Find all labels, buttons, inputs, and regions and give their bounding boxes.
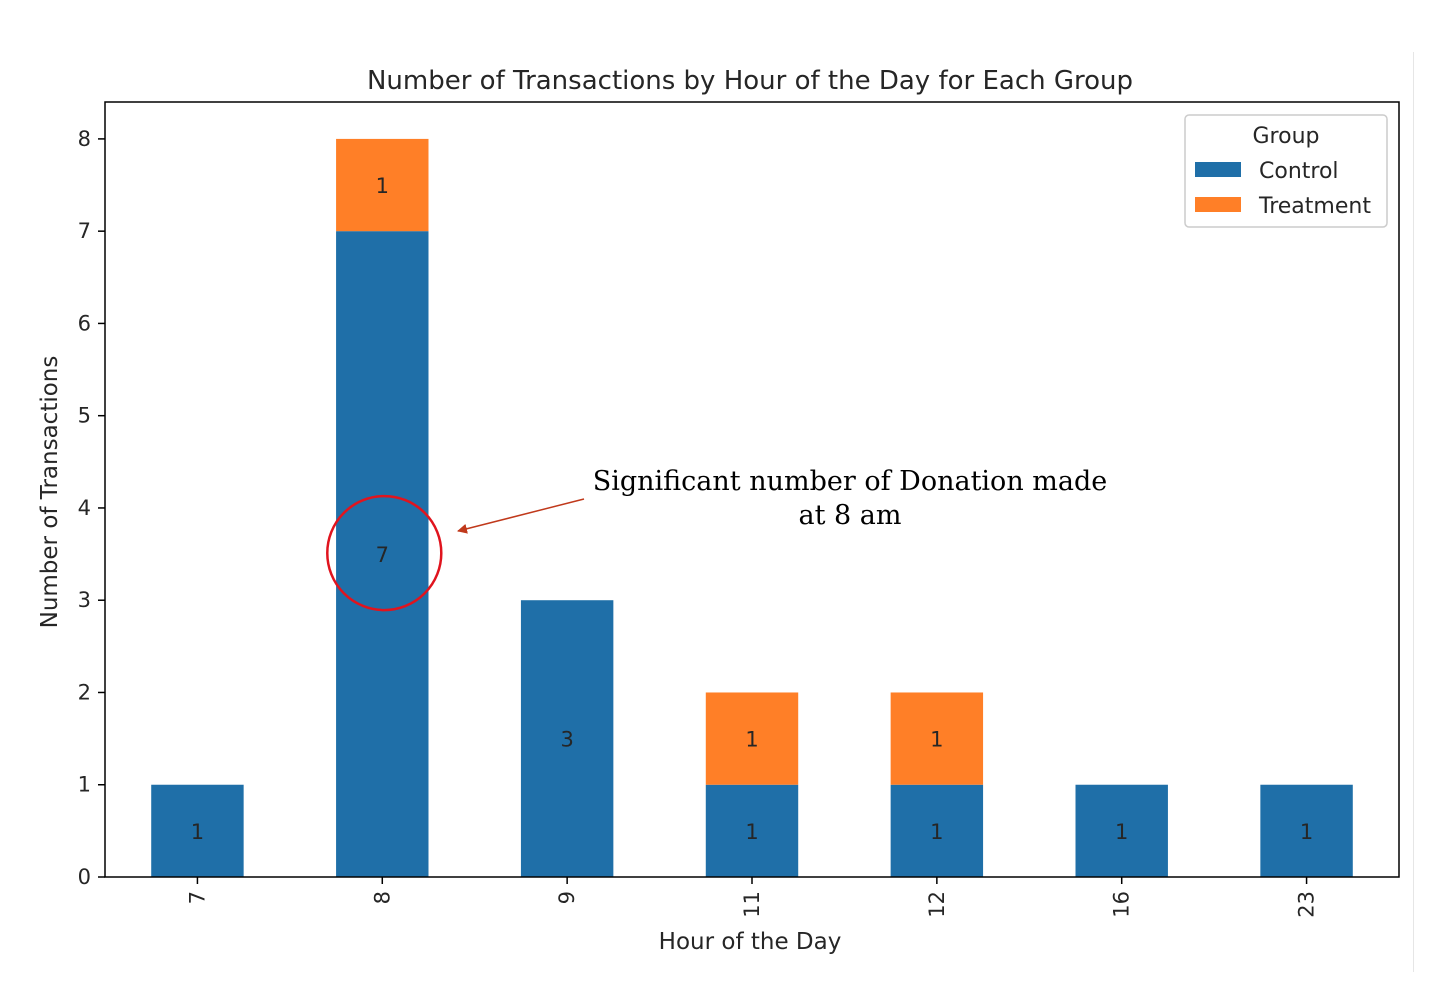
legend-swatch-treatment: [1195, 197, 1241, 212]
legend-swatch-control: [1195, 162, 1241, 177]
legend-label-control: Control: [1259, 159, 1339, 184]
x-tick-label-11: 11: [740, 891, 764, 918]
annotation-line-1: Significant number of Donation made: [592, 466, 1108, 497]
highlight-circle: [326, 494, 443, 612]
annotation-text: Significant number of Donation made at 8…: [560, 465, 1140, 533]
bar-treatment-8: [336, 138, 429, 232]
annotation-arrow: [457, 498, 585, 534]
bar-label-treatment-11: 1: [745, 728, 758, 752]
y-tick-label-3: 3: [78, 588, 91, 612]
y-tick-label-2: 2: [78, 680, 91, 704]
annotation-line-2: at 8 am: [798, 500, 902, 531]
bar-treatment-11: [705, 692, 799, 785]
bar-label-control-8: 7: [376, 543, 389, 567]
bar-label-control-12: 1: [930, 820, 943, 844]
bar-label-control-16: 1: [1115, 820, 1128, 844]
y-tick-label-5: 5: [78, 404, 91, 428]
image-edge-line: [1413, 52, 1414, 972]
x-tick-label-12: 12: [925, 891, 949, 918]
bar-treatment-12: [890, 692, 984, 785]
chart-title: Number of Transactions by Hour of the Da…: [367, 66, 1133, 96]
annotation-marks: [326, 494, 585, 612]
bar-control-11: [705, 784, 799, 877]
y-tick-label-7: 7: [78, 219, 91, 243]
bar-label-control-11: 1: [745, 820, 758, 844]
bar-control-16: [1075, 784, 1168, 877]
legend: Group Control Treatment: [1184, 114, 1388, 228]
x-tick-label-23: 23: [1295, 891, 1319, 918]
y-axis: 0 1 2 3 4 5 6 7 8: [78, 127, 105, 889]
x-tick-label-9: 9: [555, 891, 579, 904]
bar-label-treatment-12: 1: [930, 728, 943, 752]
y-axis-label: Number of Transactions: [37, 356, 63, 629]
y-tick-label-1: 1: [78, 773, 91, 797]
bar-label-control-23: 1: [1300, 820, 1313, 844]
x-tick-label-8: 8: [370, 891, 394, 904]
legend-label-treatment: Treatment: [1258, 194, 1371, 219]
bar-label-control-9: 3: [560, 728, 573, 752]
x-tick-label-16: 16: [1110, 891, 1134, 918]
y-tick-label-4: 4: [78, 496, 91, 520]
bar-control-9: [520, 600, 614, 877]
x-axis: 7 8 9 11 12 16 23: [185, 877, 1319, 918]
y-tick-label-8: 8: [78, 127, 91, 151]
bar-control-12: [890, 784, 984, 877]
x-axis-label: Hour of the Day: [659, 929, 842, 955]
bar-label-treatment-8: 1: [376, 174, 389, 198]
y-tick-label-0: 0: [78, 865, 91, 889]
bar-control-7: [151, 784, 244, 877]
x-tick-label-7: 7: [185, 891, 209, 904]
bar-control-8: [336, 231, 429, 877]
legend-title: Group: [1253, 124, 1320, 149]
bar-control-23: [1260, 784, 1353, 877]
y-tick-label-6: 6: [78, 311, 91, 335]
bar-label-control-7: 1: [191, 820, 204, 844]
